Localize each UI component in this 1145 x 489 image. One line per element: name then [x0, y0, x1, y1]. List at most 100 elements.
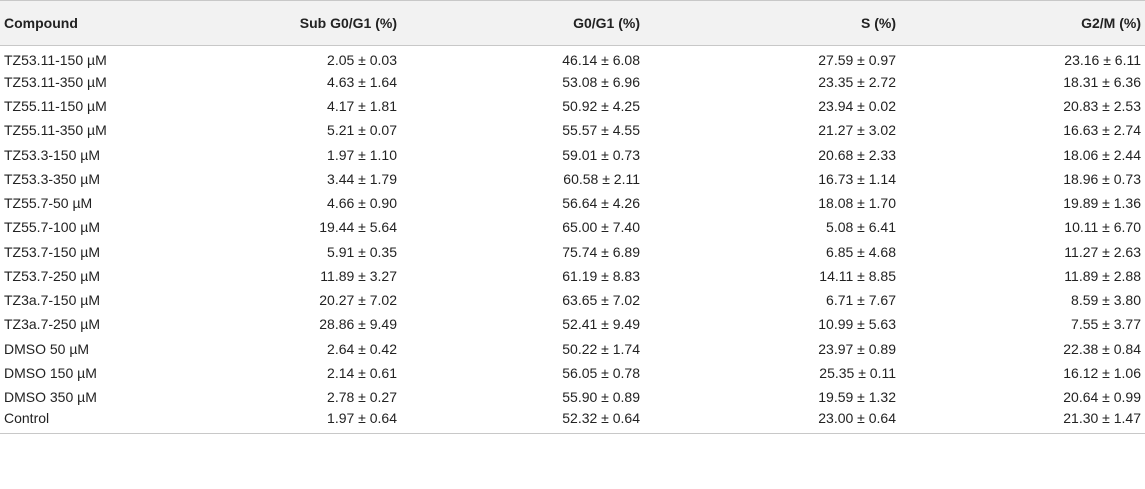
table-row: TZ53.3-150 µM 1.97 ± 1.10 59.01 ± 0.73 20.6…: [0, 143, 1145, 167]
cell-g2-m: 11.89 ± 2.88: [1064, 267, 1141, 284]
cell-compound: TZ55.7-100 µM: [4, 219, 100, 236]
table-row: Control 1.97 ± 0.64 52.32 ± 0.64 23.00 ± 0.…: [0, 409, 1145, 435]
cell-g0-g1: 61.19 ± 8.83: [562, 267, 640, 284]
cell-sub-g0-g1: 4.66 ± 0.90: [327, 195, 397, 212]
cell-s: 23.00 ± 0.64: [640, 409, 896, 435]
cell-compound: TZ55.11-150 µM: [4, 98, 107, 115]
cell-g0-g1: 50.22 ± 1.74: [562, 340, 640, 357]
cell-g0-g1: 46.14 ± 6.08: [562, 51, 640, 68]
cell-g0-g1: 59.01 ± 0.73: [562, 146, 640, 163]
cell-g0-g1: 50.92 ± 4.25: [562, 98, 640, 115]
cell-g2-m: 8.59 ± 3.80: [1071, 292, 1141, 309]
cell-s: 23.35 ± 2.72: [818, 73, 896, 90]
cell-sub-g0-g1: 5.21 ± 0.07: [327, 122, 397, 139]
cell-s: 10.99 ± 5.63: [818, 316, 896, 333]
table-row: TZ55.11-350 µM 5.21 ± 0.07 55.57 ± 4.55 21.…: [0, 118, 1145, 142]
cell-g0-g1: 52.41 ± 9.49: [562, 316, 640, 333]
cell-s: 21.27 ± 3.02: [818, 122, 896, 139]
cell-s: 27.59 ± 0.97: [818, 51, 896, 68]
table-row: DMSO 350 µM 2.78 ± 0.27 55.90 ± 0.89 19.59 …: [0, 385, 1145, 409]
table-row: TZ53.11-150 µM 2.05 ± 0.03 46.14 ± 6.08 27.…: [0, 46, 1145, 70]
cell-g2-m: 16.63 ± 2.74: [1063, 122, 1141, 139]
cell-sub-g0-g1: 11.89 ± 3.27: [320, 267, 397, 284]
cell-g0-g1: 75.74 ± 6.89: [562, 243, 640, 260]
cell-sub-g0-g1: 2.05 ± 0.03: [327, 51, 397, 68]
cell-sub-g0-g1: 4.17 ± 1.81: [327, 98, 397, 115]
table-row: DMSO 150 µM 2.14 ± 0.61 56.05 ± 0.78 25.35 …: [0, 361, 1145, 385]
cell-g2-m: 22.38 ± 0.84: [1063, 340, 1141, 357]
cell-s: 19.59 ± 1.32: [818, 389, 896, 406]
cell-g0-g1: 60.58 ± 2.11: [563, 170, 640, 187]
cell-s: 6.71 ± 7.67: [826, 292, 896, 309]
cell-g0-g1: 53.08 ± 6.96: [562, 73, 640, 90]
cell-g2-m: 20.83 ± 2.53: [1063, 98, 1141, 115]
cell-sub-g0-g1: 2.78 ± 0.27: [327, 389, 397, 406]
cell-sub-g0-g1: 28.86 ± 9.49: [319, 316, 397, 333]
table-row: TZ53.11-350 µM 4.63 ± 1.64 53.08 ± 6.96 23.…: [0, 70, 1145, 94]
cell-g0-g1: 52.32 ± 0.64: [397, 409, 640, 435]
cell-g2-m: 21.30 ± 1.47: [896, 409, 1145, 435]
cell-g2-m: 18.96 ± 0.73: [1063, 170, 1141, 187]
table-row: TZ55.11-150 µM 4.17 ± 1.81 50.92 ± 4.25 23.…: [0, 94, 1145, 118]
cell-s: 18.08 ± 1.70: [818, 195, 896, 212]
cell-compound: TZ53.11-150 µM: [4, 51, 107, 68]
table-row: TZ53.3-350 µM 3.44 ± 1.79 60.58 ± 2.11 16.7…: [0, 167, 1145, 191]
cell-compound: TZ53.7-250 µM: [4, 267, 100, 284]
cell-sub-g0-g1: 2.64 ± 0.42: [327, 340, 397, 357]
header-g2-m: G2/M (%): [896, 0, 1145, 46]
cell-sub-g0-g1: 4.63 ± 1.64: [327, 73, 397, 90]
cell-g2-m: 18.06 ± 2.44: [1063, 146, 1141, 163]
cell-compound: TZ53.3-150 µM: [4, 146, 100, 163]
cell-g0-g1: 65.00 ± 7.40: [562, 219, 640, 236]
header-s: S (%): [640, 0, 896, 46]
header-sub-g0-g1: Sub G0/G1 (%): [154, 0, 397, 46]
header-g0-g1: G0/G1 (%): [397, 0, 640, 46]
cell-g0-g1: 55.57 ± 4.55: [562, 122, 640, 139]
cell-s: 25.35 ± 0.11: [819, 364, 896, 381]
cell-g0-g1: 55.90 ± 0.89: [562, 389, 640, 406]
cell-compound: DMSO 350 µM: [4, 389, 97, 406]
cell-s: 20.68 ± 2.33: [818, 146, 896, 163]
cell-compound: TZ53.7-150 µM: [4, 243, 100, 260]
cell-g2-m: 18.31 ± 6.36: [1063, 73, 1141, 90]
cell-compound: TZ53.3-350 µM: [4, 170, 100, 187]
cell-compound: TZ3a.7-150 µM: [4, 292, 100, 309]
cell-sub-g0-g1: 5.91 ± 0.35: [327, 243, 397, 260]
cell-sub-g0-g1: 1.97 ± 1.10: [327, 146, 397, 163]
cell-compound: TZ3a.7-250 µM: [4, 316, 100, 333]
cell-s: 16.73 ± 1.14: [818, 170, 896, 187]
table-row: TZ3a.7-150 µM 20.27 ± 7.02 63.65 ± 7.02 6.7…: [0, 288, 1145, 312]
cell-sub-g0-g1: 20.27 ± 7.02: [319, 292, 397, 309]
header-row: Compound Sub G0/G1 (%) G0/G1 (%) S (%) G…: [0, 0, 1145, 46]
cell-sub-g0-g1: 19.44 ± 5.64: [319, 219, 397, 236]
table-row: TZ53.7-150 µM 5.91 ± 0.35 75.74 ± 6.89 6.85…: [0, 240, 1145, 264]
cell-compound: Control: [0, 409, 154, 435]
cell-compound: TZ55.11-350 µM: [4, 122, 107, 139]
table-row: TZ55.7-50 µM 4.66 ± 0.90 56.64 ± 4.26 18.08…: [0, 191, 1145, 215]
cell-sub-g0-g1: 3.44 ± 1.79: [327, 170, 397, 187]
table-row: TZ55.7-100 µM 19.44 ± 5.64 65.00 ± 7.40 5.0…: [0, 215, 1145, 239]
cell-compound: DMSO 150 µM: [4, 364, 97, 381]
cell-s: 23.97 ± 0.89: [818, 340, 896, 357]
cell-compound: TZ53.11-350 µM: [4, 73, 107, 90]
cell-g2-m: 19.89 ± 1.36: [1063, 195, 1141, 212]
table-body: TZ53.11-150 µM 2.05 ± 0.03 46.14 ± 6.08 27.…: [0, 46, 1145, 435]
cell-g2-m: 7.55 ± 3.77: [1071, 316, 1141, 333]
cell-cycle-table: Compound Sub G0/G1 (%) G0/G1 (%) S (%) G…: [0, 0, 1145, 435]
cell-g0-g1: 56.05 ± 0.78: [562, 364, 640, 381]
cell-s: 5.08 ± 6.41: [826, 219, 896, 236]
cell-g2-m: 16.12 ± 1.06: [1063, 364, 1141, 381]
cell-compound: TZ55.7-50 µM: [4, 195, 93, 212]
cell-g2-m: 10.11 ± 6.70: [1064, 219, 1141, 236]
cell-s: 6.85 ± 4.68: [826, 243, 896, 260]
cell-sub-g0-g1: 1.97 ± 0.64: [154, 409, 397, 435]
table-row: TZ53.7-250 µM 11.89 ± 3.27 61.19 ± 8.83 14.…: [0, 264, 1145, 288]
cell-g2-m: 11.27 ± 2.63: [1064, 243, 1141, 260]
cell-g2-m: 20.64 ± 0.99: [1063, 389, 1141, 406]
cell-g2-m: 23.16 ± 6.11: [1064, 51, 1141, 68]
cell-g0-g1: 63.65 ± 7.02: [562, 292, 640, 309]
cell-s: 23.94 ± 0.02: [818, 98, 896, 115]
header-compound: Compound: [0, 0, 154, 46]
table-row: DMSO 50 µM 2.64 ± 0.42 50.22 ± 1.74 23.97 ±…: [0, 337, 1145, 361]
